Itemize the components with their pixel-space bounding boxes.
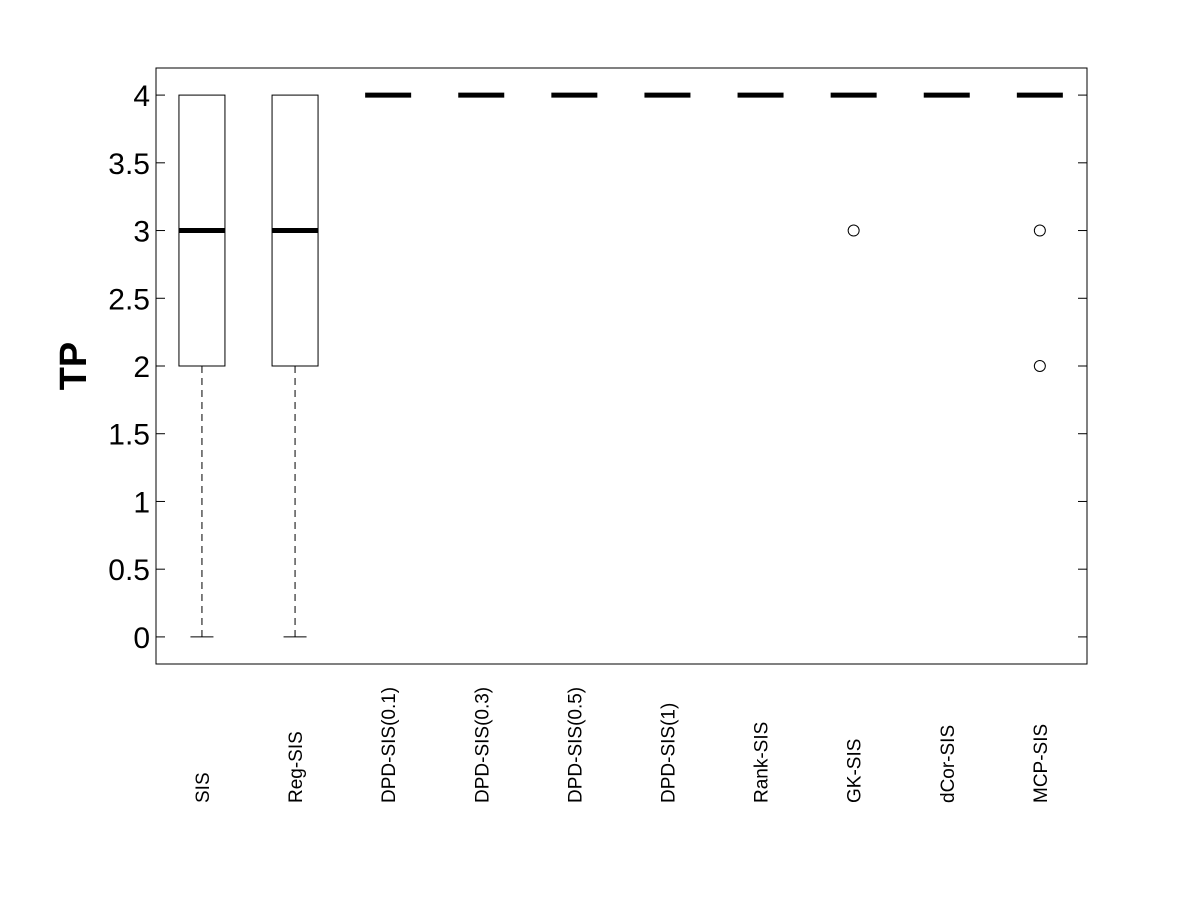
y-tick-label: 1: [133, 486, 150, 519]
x-tick-label: DPD-SIS(0.3): [472, 687, 493, 803]
y-tick-label: 3: [133, 216, 150, 249]
x-tick-label: DPD-SIS(1): [658, 703, 679, 803]
x-tick-label: Rank-SIS: [752, 722, 773, 803]
x-axis-tick-labels: SIS Reg-SIS DPD-SIS(0.1) DPD-SIS(0.3) DPD-SI…: [193, 687, 1052, 803]
y-tick-label: 0: [133, 622, 150, 655]
x-tick-label: DPD-SIS(0.5): [565, 687, 586, 803]
outlier-point: [1033, 360, 1046, 372]
x-tick-label: SIS: [193, 772, 214, 803]
x-tick-label: DPD-SIS(0.1): [379, 687, 400, 803]
box-series: [178, 92, 1063, 638]
y-axis-label: TP: [53, 342, 95, 391]
y-tick-label: 2: [133, 351, 150, 384]
y-tick-label: 2.5: [108, 283, 150, 316]
x-tick-label: MCP-SIS: [1031, 724, 1052, 803]
y-tick-label: 4: [133, 80, 150, 113]
y-tick-label: 0.5: [108, 554, 150, 587]
x-tick-label: dCor-SIS: [938, 725, 959, 803]
x-tick-label: GK-SIS: [845, 739, 866, 803]
y-tick-label: 3.5: [108, 148, 150, 181]
x-tick-label: Reg-SIS: [286, 731, 307, 803]
y-axis-ticks: 0 0.5 1 1.5 2 2.5 3 3.5 4: [108, 80, 1087, 655]
outlier-point: [1033, 224, 1046, 237]
y-tick-label: 1.5: [108, 419, 150, 452]
outlier-point: [847, 224, 860, 237]
